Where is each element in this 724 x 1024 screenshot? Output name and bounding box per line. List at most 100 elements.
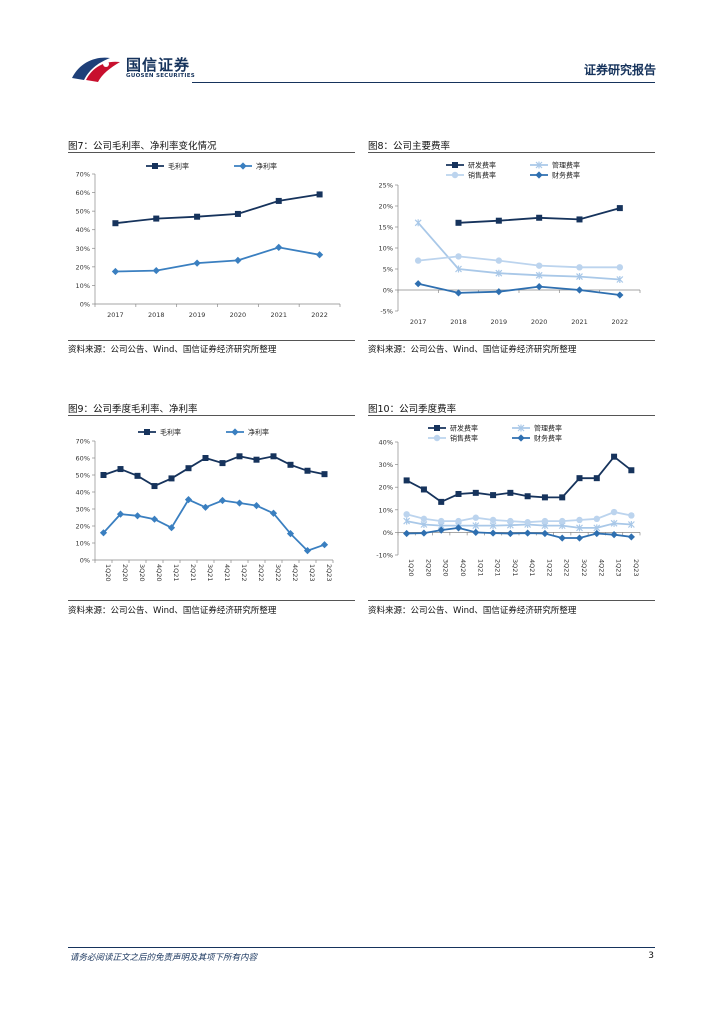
x-tick-label: 2Q23 — [325, 564, 333, 582]
legend-label: 销售费率 — [468, 171, 496, 180]
data-point — [489, 522, 497, 530]
x-tick-label: 3Q21 — [511, 559, 519, 577]
data-point — [575, 286, 584, 294]
y-tick-label: 20% — [379, 203, 393, 211]
figure-9-rule — [68, 415, 355, 416]
brand-name-en: GUOSEN SECURITIES — [126, 73, 196, 79]
x-tick-label: 2Q20 — [424, 559, 432, 577]
data-point — [455, 490, 462, 497]
data-point — [193, 259, 201, 267]
data-point — [524, 493, 531, 500]
series-3 — [414, 253, 624, 271]
series-line — [418, 255, 620, 269]
data-point — [576, 216, 583, 223]
series-2 — [99, 496, 329, 555]
series-1 — [403, 453, 635, 505]
data-point — [472, 489, 479, 496]
data-point — [420, 529, 428, 537]
x-tick-label: 2Q21 — [494, 559, 502, 577]
legend-marker — [434, 425, 440, 431]
x-tick-label: 1Q22 — [545, 559, 553, 577]
data-point — [507, 517, 514, 525]
y-tick-label: 40% — [76, 226, 90, 234]
data-point — [153, 215, 160, 222]
data-point — [576, 516, 583, 524]
data-point — [194, 213, 201, 220]
legend-label: 财务费率 — [552, 171, 580, 180]
data-point — [403, 477, 410, 484]
y-tick-label: 30% — [76, 245, 90, 253]
data-point — [218, 496, 227, 505]
figure-7-chart: 0% 10% 20% 30% 40% 50% 60% 70% 2017 2018 2019 2020 2… — [76, 162, 341, 319]
legend-label: 财务费率 — [534, 434, 562, 443]
data-point — [403, 529, 411, 538]
data-point — [414, 280, 422, 288]
series-3 — [403, 508, 635, 526]
data-point — [524, 519, 531, 526]
data-point — [152, 266, 160, 275]
legend-marker — [517, 434, 525, 442]
y-tick-label: 40% — [379, 439, 393, 447]
footer-divider — [68, 947, 655, 948]
data-point — [541, 517, 549, 525]
data-point — [535, 262, 543, 269]
x-tick-label: 3Q20 — [442, 559, 450, 577]
x-tick-label: 2021 — [270, 311, 287, 319]
series-2 — [111, 243, 324, 276]
legend-label: 毛利率 — [168, 162, 189, 171]
data-point — [287, 461, 294, 468]
y-tick-label: 70% — [76, 171, 90, 179]
data-point — [303, 547, 312, 555]
x-tick-label: 1Q22 — [240, 564, 248, 582]
x-tick-label: 2017 — [107, 311, 124, 319]
figure-10-bottom-rule — [368, 600, 655, 601]
data-point — [275, 243, 283, 251]
legend-marker — [517, 424, 525, 432]
y-tick-label: 25% — [379, 182, 393, 190]
y-tick-label: 0% — [80, 301, 90, 309]
figure-10-source: 资料来源：公司公告、Wind、国信证券经济研究所整理 — [368, 606, 577, 616]
series-2 — [414, 219, 624, 283]
x-tick-label: 2020 — [531, 318, 548, 326]
x-tick-label: 3Q20 — [138, 564, 146, 582]
series-1 — [455, 205, 623, 226]
data-point — [627, 533, 635, 541]
x-tick-label: 1Q23 — [308, 564, 316, 582]
y-tick-label: 15% — [379, 224, 393, 232]
data-point — [472, 528, 480, 536]
y-tick-label: 70% — [76, 438, 90, 446]
data-point — [627, 520, 635, 528]
data-point — [420, 515, 428, 523]
data-point — [495, 257, 503, 264]
figure-10-rule — [368, 415, 655, 416]
data-point — [134, 472, 141, 479]
x-tick-label: 2Q21 — [189, 564, 197, 582]
x-tick-label: 3Q21 — [206, 564, 214, 582]
data-point — [535, 271, 543, 279]
x-tick-label: 2019 — [189, 311, 206, 319]
data-point — [133, 512, 142, 520]
data-point — [117, 466, 124, 473]
data-point — [219, 460, 226, 467]
x-tick-label: 1Q23 — [615, 559, 623, 577]
data-point — [575, 534, 584, 542]
data-point — [576, 273, 583, 281]
footer-disclaimer: 请务必阅读正文之后的免责声明及其项下所有内容 — [70, 953, 258, 963]
legend-label: 研发费率 — [450, 424, 478, 433]
legend: 毛利率 净利率 — [146, 162, 277, 171]
data-point — [111, 267, 120, 276]
data-point — [593, 515, 600, 523]
data-point — [593, 475, 600, 482]
data-point — [541, 529, 549, 538]
y-tick-label: 10% — [379, 245, 393, 253]
series-line — [417, 222, 620, 281]
data-point — [151, 483, 158, 490]
x-tick-label: 2022 — [311, 311, 328, 319]
y-tick-label: 10% — [76, 540, 90, 548]
data-point — [616, 205, 623, 212]
data-point — [559, 494, 566, 501]
y-tick-label: -10% — [376, 552, 393, 560]
legend-marker — [152, 163, 158, 169]
